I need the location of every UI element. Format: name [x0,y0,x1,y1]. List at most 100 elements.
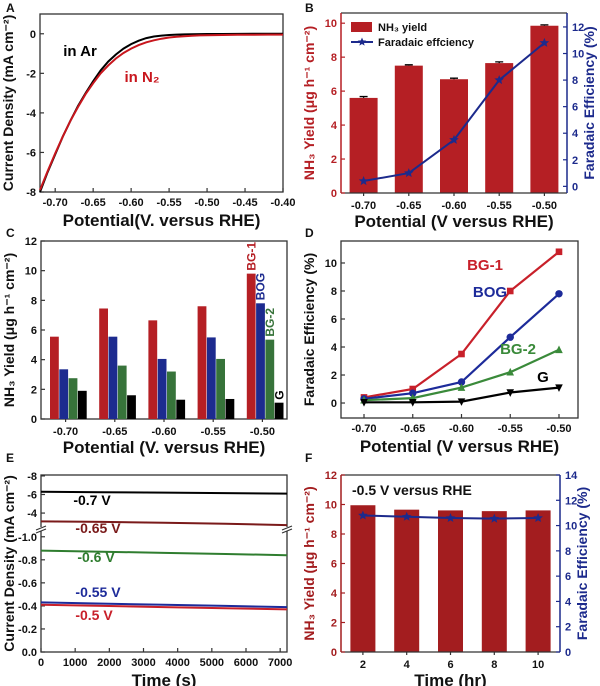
series-label-in Ar: in Ar [63,43,97,60]
x-tick-label: -0.55 [487,200,512,212]
bar-nh3-yield [525,510,551,652]
plot-frame [40,474,288,653]
x-tick-label: -0.65 [81,197,106,209]
plot-frame [39,13,284,193]
bar-BG-2 [117,365,127,419]
faradaic-efficiency-point [404,168,414,178]
x-tick-label: -0.70 [351,200,376,212]
y-tick-label: -2 [26,68,36,80]
x-tick-label: -0.70 [43,197,68,209]
series-line-BG-1 [363,250,560,399]
data-point-BG-1 [458,350,465,358]
error-bar [359,95,368,98]
x-tick-label: 6 [447,659,453,671]
faradaic-efficiency-point [401,511,412,521]
x-tick-label: -0.45 [232,197,257,209]
y-right-tick-label: 0 [572,181,578,193]
x-axis-title: Potential (V versus RHE) [360,437,559,456]
x-tick-label: 6000 [234,657,258,669]
y-tick-label: -6 [26,147,36,159]
y-tick-label: 6 [331,314,337,326]
y-right-tick-label: 6 [572,102,578,114]
bar-BG-1 [148,320,158,419]
data-point-G [506,389,515,397]
bar-nh3-yield [394,509,420,652]
bar-BG-1 [99,308,108,419]
faradaic-efficiency-point [449,134,459,144]
y-tick-label: 8 [331,529,337,541]
series-label: -0.6 V [77,549,115,565]
x-tick-label: 2000 [97,657,121,669]
error-bar [450,77,458,80]
x-tick-label: -0.60 [449,423,474,435]
panel-label-C: C [6,226,15,240]
bar-nh3-yield [438,510,463,652]
faradaic-efficiency-point [358,510,368,520]
y-right-tick-label: 4 [565,596,572,608]
x-axis-title: Potential (V versus RHE) [354,212,553,231]
series-line--0.55 V [40,601,288,609]
y-right-tick-label: 2 [572,155,578,167]
series-line--0.7 V [40,490,288,495]
x-tick-label: 1000 [63,657,87,669]
y-right-tick-label: 12 [572,22,584,34]
y-tick-label: -6 [27,490,37,502]
y-tick-label: 12 [325,470,337,482]
error-bar [404,64,413,66]
y-axis-title: NH₃ Yield (μg h⁻¹ cm⁻²) [301,26,317,180]
x-tick-label: -0.50 [195,197,220,209]
y-tick-label: -4 [26,108,37,120]
y-tick-label: 4 [331,588,338,600]
bar-G [225,398,235,419]
y-tick-label: 2 [331,370,337,382]
x-tick-label: -0.55 [498,423,523,435]
bar-BOG [206,337,216,419]
y-right-tick-label: 2 [565,622,571,634]
x-axis-title: Potential (V. versus RHE) [63,438,266,457]
bar-BOG [256,303,265,419]
y-right-tick-label: 14 [565,470,578,482]
faradaic-efficiency-point [494,75,504,85]
axis-break-icon [281,525,293,534]
legend-swatch-bar [351,22,372,32]
panel-label-D: D [305,226,314,240]
y-tick-label: 10 [325,258,337,270]
y-tick-label: -0.6 [18,578,37,590]
panel-label-A: A [6,1,15,15]
y-right-tick-label: 8 [572,75,578,87]
x-tick-label: -0.60 [119,197,144,209]
x-tick-label: -0.70 [53,426,78,438]
y-tick-label: 8 [331,286,337,298]
x-tick-label: 4000 [165,657,189,669]
y-tick-label: 0 [30,29,36,41]
y-right-tick-label: 10 [565,521,577,533]
data-point-BG-2 [506,367,515,376]
y-tick-label: 6 [331,559,337,571]
error-bar [495,61,504,64]
series-label: -0.7 V [73,492,111,508]
axis-break-mask [35,527,47,531]
series-label-BG-1: BG-1 [244,242,258,271]
y-tick-label: -8 [27,471,37,483]
x-tick-label: -0.60 [151,426,176,438]
y-tick-label: -8 [26,187,36,199]
series-label: -0.5 V [75,607,113,623]
y-tick-label: -4 [27,508,38,520]
x-axis-title: Time (hr) [414,671,486,686]
axis-break-mask [281,527,293,531]
data-point-BG-1 [506,287,514,295]
bar-BG-1 [197,306,207,419]
x-tick-label: -0.40 [270,197,295,209]
y-axis-title: Current Density (mA cm⁻²) [0,15,16,191]
series-line--0.5 V [40,603,288,611]
bar-nh3-yield [350,505,376,652]
y-tick-label: 4 [331,120,338,132]
y-tick-label: -0.2 [18,624,37,636]
x-tick-label: -0.50 [532,200,557,212]
x-tick-label: 3000 [131,657,155,669]
y-right-tick-label: 8 [565,546,571,558]
data-point-BOG [555,290,563,298]
y-tick-label: 6 [331,86,337,98]
faradaic-efficiency-point [445,513,456,522]
